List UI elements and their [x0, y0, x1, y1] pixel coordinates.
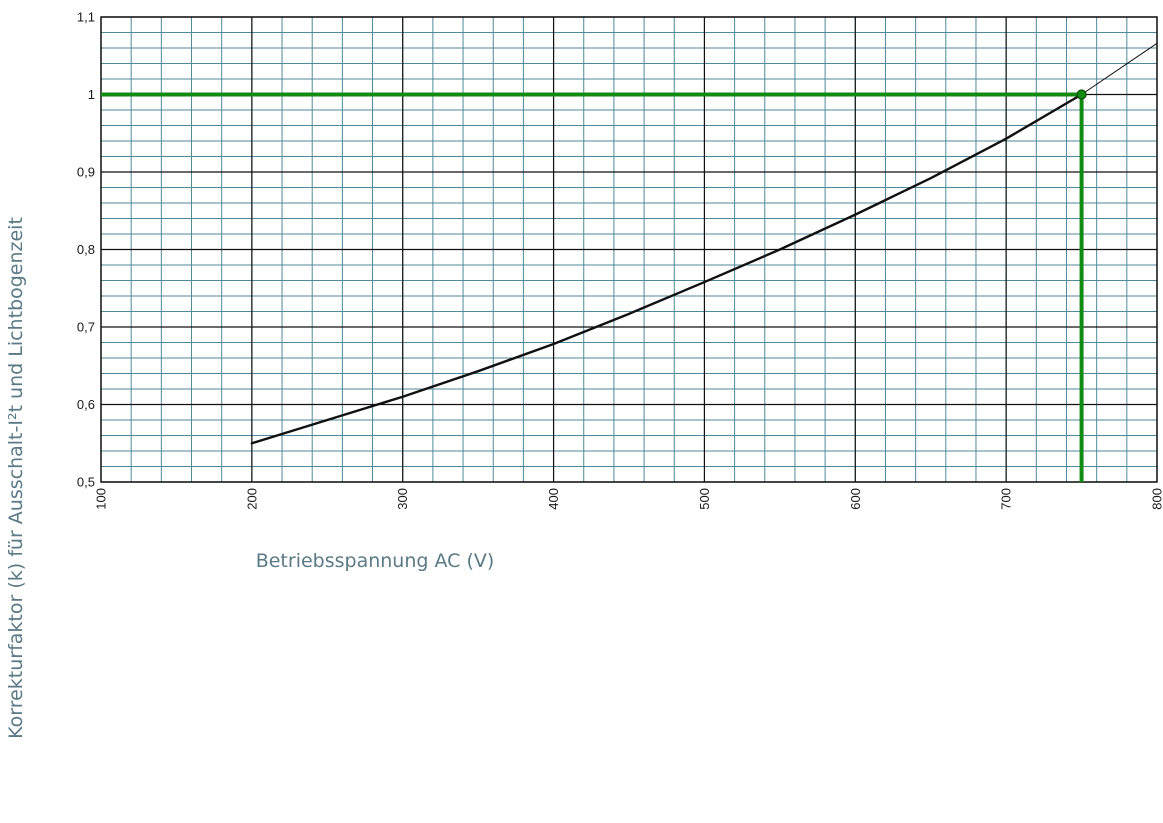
reference-point-marker: [1076, 89, 1087, 100]
y-tick-label: 0,9: [77, 165, 95, 180]
y-tick-label: 0,7: [77, 320, 95, 335]
x-tick-label: 500: [697, 488, 712, 510]
series-extension-line: [1081, 42, 1158, 95]
x-tick-label: 800: [1150, 488, 1163, 510]
x-tick-label: 400: [546, 488, 561, 510]
y-tick-label: 0,8: [77, 242, 95, 257]
x-tick-label: 300: [395, 488, 410, 510]
y-axis-title: Korrekturfaktor (k) für Ausschalt-I²t un…: [5, 217, 27, 739]
x-tick-label: 200: [244, 488, 259, 510]
x-tick-label: 700: [999, 488, 1014, 510]
y-tick-label: 0,5: [77, 475, 95, 490]
plot-frame: [100, 16, 1158, 483]
annotation-layer: [101, 89, 1087, 482]
y-tick-labels: 0,5 0,6 0,7 0,8 0,9 1 1,1: [77, 10, 95, 490]
x-tick-labels: 100 200 300 400 500 600 700 800: [94, 488, 1163, 510]
y-tick-label: 0,6: [77, 397, 95, 412]
series-layer: [250, 42, 1158, 445]
x-axis-title: Betriebsspannung AC (V): [256, 550, 495, 572]
x-tick-label: 100: [94, 488, 109, 510]
y-tick-label: 1: [88, 87, 95, 102]
y-tick-label: 1,1: [77, 10, 95, 25]
major-grid: [100, 16, 1158, 483]
series-line: [250, 93, 1083, 445]
x-tick-label: 600: [848, 488, 863, 510]
